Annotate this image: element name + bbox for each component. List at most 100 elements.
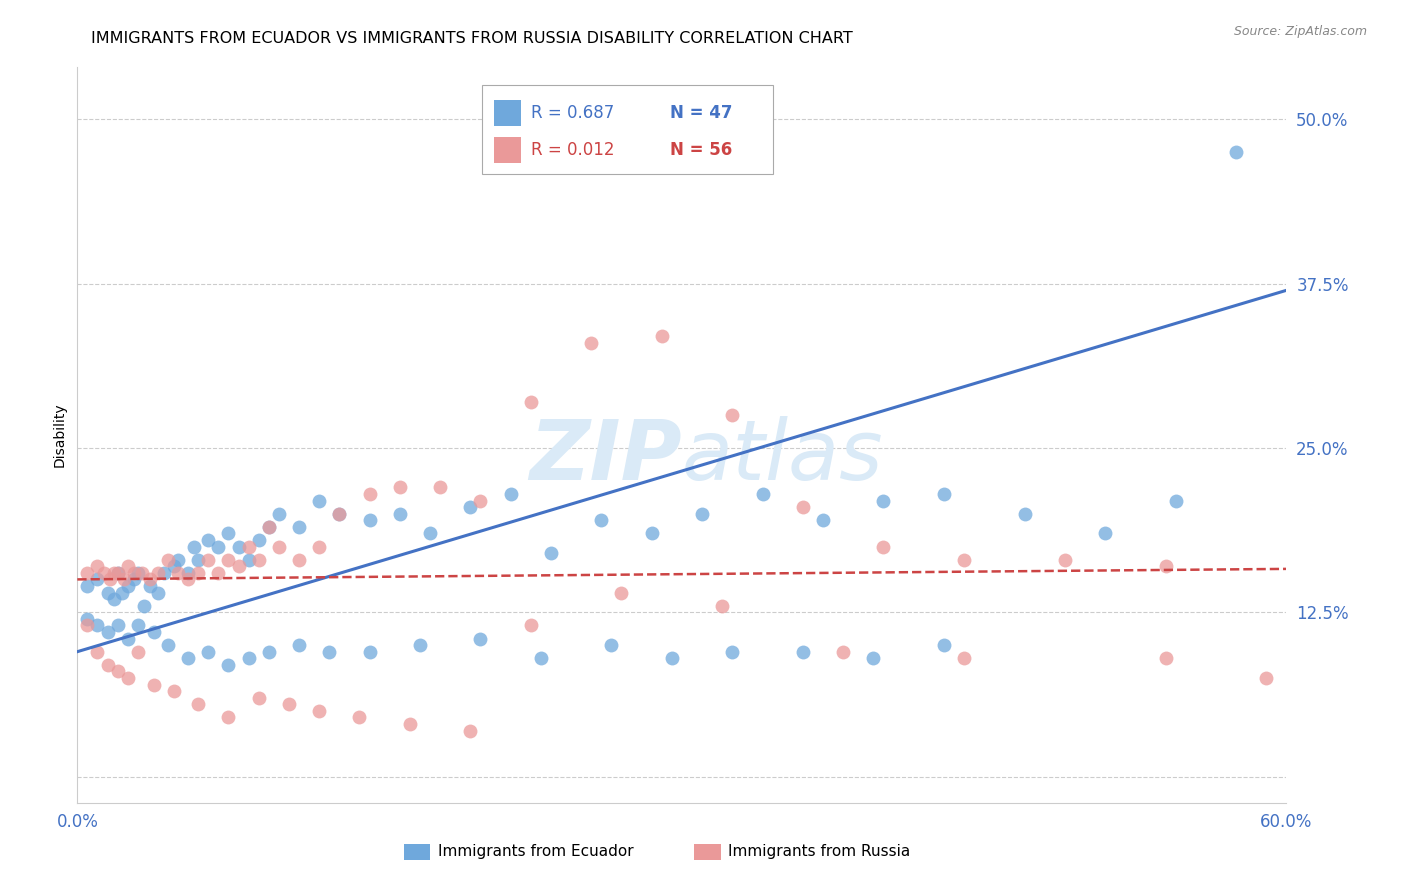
- Point: [167, 552, 190, 566]
- Point: [107, 665, 129, 679]
- Text: R = 0.012: R = 0.012: [531, 141, 614, 159]
- Point: [157, 638, 180, 652]
- Point: [228, 559, 250, 574]
- Point: [76, 618, 98, 632]
- Bar: [495, 137, 522, 162]
- Point: [93, 566, 115, 580]
- Point: [112, 573, 135, 587]
- Point: [610, 585, 633, 599]
- Point: [1154, 559, 1177, 574]
- Point: [157, 552, 180, 566]
- Point: [1094, 526, 1116, 541]
- Point: [86, 559, 108, 574]
- Point: [142, 677, 165, 691]
- Point: [107, 566, 129, 580]
- Point: [122, 573, 145, 587]
- Bar: [404, 844, 430, 860]
- Point: [359, 487, 381, 501]
- Point: [96, 585, 118, 599]
- Point: [257, 520, 280, 534]
- Point: [409, 638, 432, 652]
- Point: [1164, 493, 1187, 508]
- Point: [197, 533, 219, 547]
- Point: [247, 533, 270, 547]
- Point: [177, 651, 200, 665]
- Point: [661, 651, 683, 665]
- Point: [257, 645, 280, 659]
- Point: [247, 552, 270, 566]
- Point: [163, 559, 186, 574]
- Point: [197, 645, 219, 659]
- Point: [359, 645, 381, 659]
- Bar: [495, 100, 522, 126]
- Point: [218, 710, 240, 724]
- Point: [96, 624, 118, 639]
- Text: N = 56: N = 56: [669, 141, 733, 159]
- Point: [328, 507, 350, 521]
- Point: [318, 645, 340, 659]
- Point: [792, 645, 814, 659]
- Point: [1225, 145, 1247, 160]
- Point: [419, 526, 441, 541]
- Point: [107, 618, 129, 632]
- Point: [146, 585, 169, 599]
- Point: [187, 698, 209, 712]
- Point: [711, 599, 734, 613]
- Point: [153, 566, 176, 580]
- Point: [163, 684, 186, 698]
- Point: [117, 559, 139, 574]
- Point: [98, 573, 121, 587]
- Point: [751, 487, 773, 501]
- Point: [218, 552, 240, 566]
- Point: [139, 573, 162, 587]
- Point: [122, 566, 145, 580]
- Point: [142, 624, 165, 639]
- Text: R = 0.687: R = 0.687: [531, 104, 614, 122]
- Point: [86, 573, 108, 587]
- Point: [207, 566, 229, 580]
- Point: [86, 618, 108, 632]
- Point: [76, 566, 98, 580]
- Point: [359, 513, 381, 527]
- Point: [132, 599, 155, 613]
- Point: [167, 566, 190, 580]
- Point: [197, 552, 219, 566]
- Point: [1256, 671, 1278, 685]
- Point: [177, 573, 200, 587]
- Point: [690, 507, 713, 521]
- Point: [953, 651, 976, 665]
- Point: [872, 540, 894, 554]
- Point: [1014, 507, 1036, 521]
- Point: [238, 552, 260, 566]
- Point: [792, 500, 814, 515]
- Point: [308, 704, 330, 718]
- Point: [470, 493, 492, 508]
- Point: [278, 698, 301, 712]
- Point: [267, 507, 290, 521]
- Point: [117, 579, 139, 593]
- Point: [187, 566, 209, 580]
- Point: [932, 638, 955, 652]
- Point: [86, 645, 108, 659]
- Point: [470, 632, 492, 646]
- Text: ZIP: ZIP: [529, 417, 682, 498]
- Point: [530, 651, 553, 665]
- Point: [520, 618, 543, 632]
- FancyBboxPatch shape: [482, 86, 773, 174]
- Point: [218, 526, 240, 541]
- Point: [1154, 651, 1177, 665]
- Text: Source: ZipAtlas.com: Source: ZipAtlas.com: [1233, 25, 1367, 38]
- Text: IMMIGRANTS FROM ECUADOR VS IMMIGRANTS FROM RUSSIA DISABILITY CORRELATION CHART: IMMIGRANTS FROM ECUADOR VS IMMIGRANTS FR…: [91, 31, 853, 46]
- Point: [76, 612, 98, 626]
- Point: [187, 552, 209, 566]
- Point: [953, 552, 976, 566]
- Point: [238, 540, 260, 554]
- Point: [811, 513, 834, 527]
- Point: [520, 395, 543, 409]
- Point: [641, 526, 664, 541]
- Point: [288, 552, 311, 566]
- Point: [111, 585, 134, 599]
- Point: [288, 638, 311, 652]
- Point: [117, 632, 139, 646]
- Point: [591, 513, 613, 527]
